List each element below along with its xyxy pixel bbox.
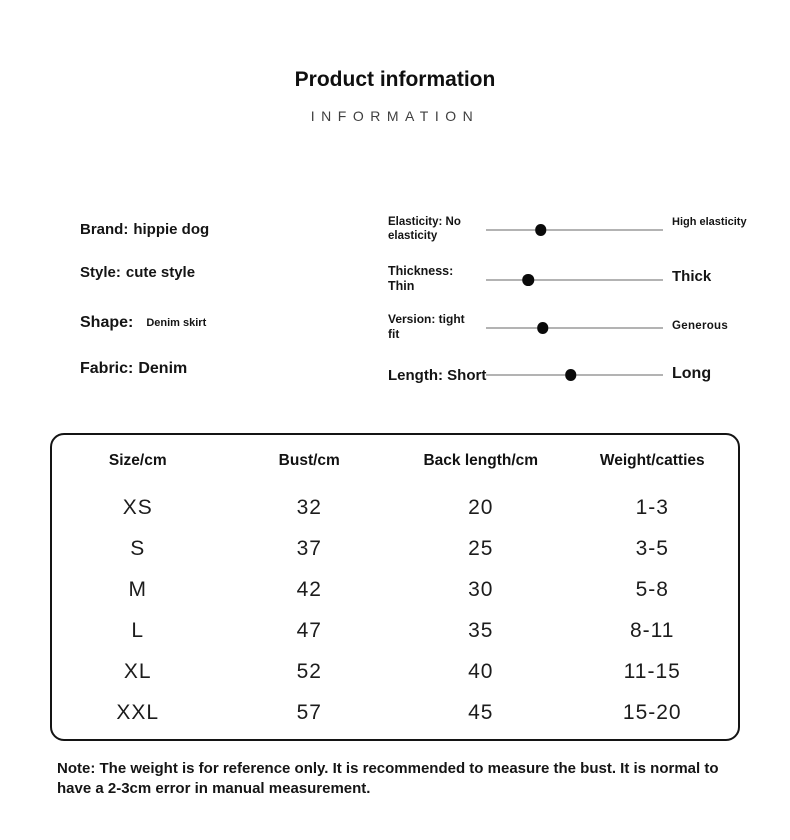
table-row: XS 32 20 1-3 [52, 487, 738, 528]
spec-label: Shape: [80, 314, 134, 331]
spec-value: cute style [125, 264, 196, 281]
slider-row-length: Length: Short Long [388, 364, 788, 410]
size-table: Size/cm Bust/cm Back length/cm Weight/catti… [50, 433, 740, 741]
page-title: Product information [294, 68, 496, 91]
spec-value: Denim skirt [146, 317, 207, 329]
table-cell: 40 [468, 659, 494, 683]
slider-dot-icon [565, 369, 577, 381]
slider-left-label: Version: tight fit [388, 312, 465, 341]
table-row: XXL 57 45 15-20 [52, 692, 738, 733]
table-cell: 52 [296, 659, 322, 683]
slider-row-thickness: Thickness: Thin Thick [388, 264, 788, 310]
slider-track [486, 369, 663, 381]
table-cell: 5-8 [635, 577, 669, 601]
table-cell: 15-20 [622, 700, 682, 724]
table-row: M 42 30 5-8 [52, 569, 738, 610]
spec-style: Style: cute style [80, 264, 195, 281]
slider-track [486, 322, 663, 334]
slider-left-label: Length: Short [388, 367, 487, 384]
size-table-header: Size/cm Bust/cm Back length/cm Weight/catti… [52, 435, 738, 487]
spec-label: Brand: [80, 221, 129, 238]
spec-label: Fabric: [80, 360, 134, 377]
slider-right-label: Thick [672, 268, 712, 285]
table-cell: 32 [296, 495, 322, 519]
size-table-body: XS 32 20 1-3 S 37 25 3-5 M 42 30 5-8 L 47 35 8-11 XL 52 40… [52, 487, 738, 733]
table-row: L 47 35 8-11 [52, 610, 738, 651]
table-header-cell: Back length/cm [423, 452, 539, 469]
table-cell: 20 [468, 495, 494, 519]
table-cell: L [131, 618, 145, 642]
table-cell: M [128, 577, 147, 601]
table-cell: S [130, 536, 146, 560]
table-cell: 1-3 [635, 495, 669, 519]
table-header-cell: Bust/cm [278, 452, 340, 469]
table-cell: 8-11 [630, 618, 675, 642]
table-row: XL 52 40 11-15 [52, 651, 738, 692]
table-header-cell: Weight/catties [599, 452, 705, 469]
table-header-cell: Size/cm [108, 452, 167, 469]
table-cell: 3-5 [635, 536, 669, 560]
table-cell: XXL [116, 700, 160, 724]
slider-row-elasticity: Elasticity: No elasticity High elasticit… [388, 215, 788, 261]
spec-shape: Shape: Denim skirt [80, 314, 206, 332]
measurement-note: Note: The weight is for reference only. … [57, 760, 719, 797]
table-cell: 30 [468, 577, 494, 601]
slider-right-label: High elasticity [672, 216, 747, 228]
table-cell: XS [122, 495, 153, 519]
slider-left-label: Elasticity: No elasticity [388, 216, 461, 242]
table-cell: 35 [468, 618, 494, 642]
table-cell: 11-15 [623, 659, 681, 683]
slider-track [486, 224, 663, 236]
spec-fabric: Fabric: Denim [80, 360, 187, 378]
page-subtitle: INFORMATION [310, 108, 480, 124]
spec-value: Denim [138, 360, 188, 377]
slider-row-version: Version: tight fit Generous [388, 312, 788, 358]
table-cell: 42 [296, 577, 322, 601]
table-cell: 37 [296, 536, 322, 560]
spec-value: hippie dog [133, 221, 210, 238]
slider-right-label: Long [672, 365, 712, 382]
slider-dot-icon [535, 224, 547, 236]
slider-left-label: Thickness: Thin [388, 264, 454, 293]
table-cell: 25 [468, 536, 494, 560]
slider-track [486, 274, 663, 286]
slider-dot-icon [536, 322, 549, 334]
table-cell: 45 [468, 700, 494, 724]
table-row: S 37 25 3-5 [52, 528, 738, 569]
table-cell: XL [123, 659, 152, 683]
table-cell: 57 [296, 700, 322, 724]
spec-label: Style: [80, 264, 121, 281]
slider-right-label: Generous [672, 320, 729, 332]
spec-brand: Brand: hippie dog [80, 221, 209, 238]
slider-dot-icon [522, 274, 535, 286]
table-cell: 47 [296, 618, 322, 642]
